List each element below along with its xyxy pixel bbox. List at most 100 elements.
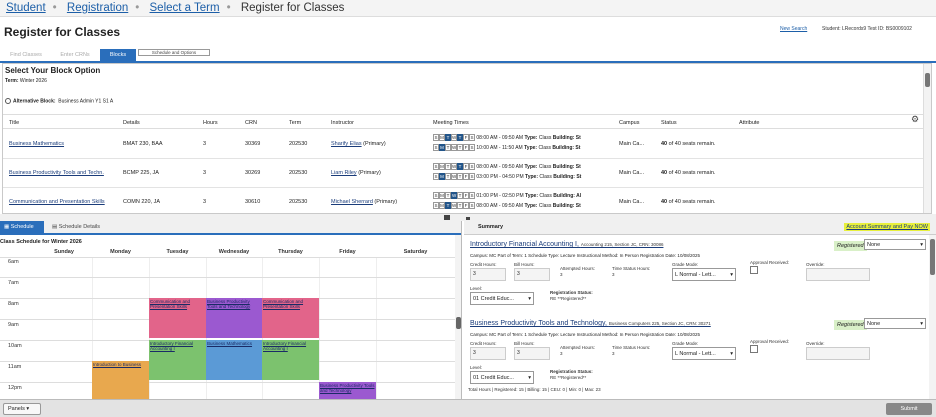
day-header: Thursday bbox=[278, 249, 303, 255]
breadcrumb-current: Register for Classes bbox=[240, 2, 345, 14]
credit-hours-field[interactable]: 3 bbox=[470, 268, 506, 281]
course-crn: 30369 bbox=[245, 141, 261, 147]
col-crn[interactable]: CRN bbox=[245, 120, 257, 126]
approval-checkbox[interactable] bbox=[750, 266, 758, 274]
course-status: 40 of 40 seats remain. bbox=[661, 170, 716, 176]
course-status: 40 of 40 seats remain. bbox=[661, 199, 716, 205]
registered-badge: Registered bbox=[834, 241, 867, 251]
course-details: BMAT 230, BAA bbox=[123, 141, 163, 147]
panel-splitter[interactable] bbox=[0, 214, 936, 221]
level-select[interactable]: 01 Credit Educ... ▾ bbox=[470, 371, 534, 384]
hour-label: 6am bbox=[8, 259, 19, 265]
block-scrollbar[interactable] bbox=[923, 64, 931, 213]
col-instructor[interactable]: Instructor bbox=[331, 120, 354, 126]
submit-button[interactable]: Submit bbox=[886, 403, 932, 415]
tab-enter-crns[interactable]: Enter CRNs bbox=[60, 52, 90, 58]
alternative-block-radio[interactable] bbox=[5, 98, 11, 104]
course-term: 202530 bbox=[289, 199, 308, 205]
col-term[interactable]: Term bbox=[289, 120, 302, 126]
col-campus[interactable]: Campus bbox=[619, 120, 640, 126]
credit-hours-field[interactable]: 3 bbox=[470, 347, 506, 360]
panels-button[interactable]: Panels ▾ bbox=[3, 403, 41, 415]
col-attribute[interactable]: Attribute bbox=[739, 120, 760, 126]
gear-icon[interactable]: ⚙ bbox=[911, 114, 920, 124]
breadcrumb-registration[interactable]: Registration bbox=[66, 2, 129, 14]
event-communication[interactable]: Communication and Presentation Skills bbox=[262, 298, 319, 338]
course-crn: 30269 bbox=[245, 170, 261, 176]
schedule-panel: ▦ Schedule ▤ Schedule Details Class Sche… bbox=[0, 221, 462, 399]
chevron-down-icon[interactable] bbox=[466, 217, 470, 220]
instructor-link[interactable]: Michael Sherrard bbox=[331, 199, 373, 205]
page-title: Register for Classes bbox=[4, 25, 121, 39]
col-details[interactable]: Details bbox=[123, 120, 140, 126]
course-link[interactable]: Introductory Financial Accounting I, Acc… bbox=[470, 241, 664, 248]
block-title: Select Your Block Option bbox=[5, 66, 101, 75]
action-select[interactable]: None ▾ bbox=[864, 239, 926, 250]
course-title-link[interactable]: Communication and Presentation Skills bbox=[9, 199, 105, 205]
course-campus: Main Ca... bbox=[619, 170, 645, 176]
override-select[interactable] bbox=[806, 268, 870, 281]
course-title-link[interactable]: Business Mathematics bbox=[9, 141, 65, 147]
grade-mode-select[interactable]: L Normal - Lett... ▾ bbox=[672, 268, 736, 281]
page-header: Register for Classes New Search Student:… bbox=[0, 18, 936, 44]
table-row: Business Productivity Tools and Techn. B… bbox=[3, 159, 925, 188]
col-meeting-times[interactable]: Meeting Times bbox=[433, 120, 469, 126]
course-link[interactable]: Business Productivity Tools and Technolo… bbox=[470, 320, 711, 327]
tab-schedule-options[interactable]: Schedule and Options bbox=[138, 49, 210, 56]
override-select[interactable] bbox=[806, 347, 870, 360]
course-status: 40 of 40 seats remain. bbox=[661, 141, 716, 147]
event-business-mathematics[interactable]: Business Mathematics bbox=[206, 340, 262, 380]
course-details: BCMP 225, JA bbox=[123, 170, 159, 176]
tab-bar: Find Classes Enter CRNs Blocks Schedule … bbox=[0, 49, 936, 63]
day-header: Monday bbox=[110, 249, 131, 255]
tab-find-classes[interactable]: Find Classes bbox=[10, 52, 42, 58]
hour-label: 8am bbox=[8, 301, 19, 307]
tab-schedule[interactable]: ▦ Schedule bbox=[0, 221, 44, 234]
bill-hours-field[interactable]: 3 bbox=[514, 268, 550, 281]
summary-title: Summary bbox=[478, 224, 504, 230]
new-search-link[interactable]: New Search bbox=[780, 26, 808, 32]
summary-scrollbar[interactable] bbox=[929, 235, 936, 399]
col-hours[interactable]: Hours bbox=[203, 120, 218, 126]
col-status[interactable]: Status bbox=[661, 120, 677, 126]
table-header: Title Details Hours CRN Term Instructor … bbox=[3, 114, 925, 129]
total-hours: Total Hours | Registered: 15 | Billing: … bbox=[468, 387, 601, 392]
course-meta: Campus: MC Part of Term: 1 Schedule Type… bbox=[470, 253, 700, 258]
course-term: 202530 bbox=[289, 170, 308, 176]
course-hours: 3 bbox=[203, 170, 207, 176]
event-business-productivity[interactable]: Business Productivity Tools and Technolo… bbox=[206, 298, 262, 338]
grade-mode-select[interactable]: L Normal - Lett... ▾ bbox=[672, 347, 736, 360]
level-select[interactable]: 01 Credit Educ... ▾ bbox=[470, 292, 534, 305]
breadcrumb-student[interactable]: Student bbox=[6, 2, 46, 14]
col-title[interactable]: Title bbox=[9, 120, 20, 126]
course-title-link[interactable]: Business Productivity Tools and Techn. bbox=[9, 170, 104, 176]
summary-panel: Summary Account Summary and Pay NOW Intr… bbox=[464, 221, 936, 399]
course-campus: Main Ca... bbox=[619, 199, 645, 205]
instructor-link[interactable]: Liam Riley bbox=[331, 170, 357, 176]
event-communication[interactable]: Communication and Presentation Skills bbox=[149, 298, 206, 338]
split-handle-icon[interactable] bbox=[444, 215, 450, 220]
tab-schedule-details[interactable]: ▤ Schedule Details bbox=[52, 224, 101, 230]
event-business-productivity[interactable]: Business Productivity Tools and Technolo… bbox=[319, 382, 376, 399]
course-instructor: Liam Riley (Primary) bbox=[331, 170, 381, 176]
schedule-scrollbar[interactable] bbox=[455, 235, 461, 399]
action-select[interactable]: None ▾ bbox=[864, 318, 926, 329]
hour-label: 7am bbox=[8, 280, 19, 286]
tab-blocks[interactable]: Blocks bbox=[100, 49, 136, 62]
approval-checkbox[interactable] bbox=[750, 345, 758, 353]
footer: Panels ▾ Submit bbox=[0, 399, 936, 417]
account-summary-link[interactable]: Account Summary and Pay NOW bbox=[844, 223, 930, 231]
breadcrumb-select-term[interactable]: Select a Term bbox=[149, 2, 220, 14]
event-financial-accounting[interactable]: Introductory Financial Accounting I bbox=[262, 340, 319, 380]
hour-label: 11am bbox=[8, 364, 22, 370]
event-financial-accounting[interactable]: Introductory Financial Accounting I bbox=[149, 340, 206, 380]
alternative-block[interactable]: Alternative Block: Business Admin Y1 S1 … bbox=[5, 98, 113, 104]
schedule-grid: Sunday Monday Tuesday Wednesday Thursday… bbox=[0, 249, 455, 399]
registered-badge: Registered bbox=[834, 320, 867, 330]
instructor-link[interactable]: Sharify Elias bbox=[331, 141, 362, 147]
event-intro-business[interactable]: Introduction to Business bbox=[92, 361, 149, 399]
term-info: Term: Winter 2026 bbox=[5, 78, 47, 84]
bill-hours-field[interactable]: 3 bbox=[514, 347, 550, 360]
student-info: Student: LRecords9 Test ID: BS0009102 bbox=[822, 26, 912, 32]
